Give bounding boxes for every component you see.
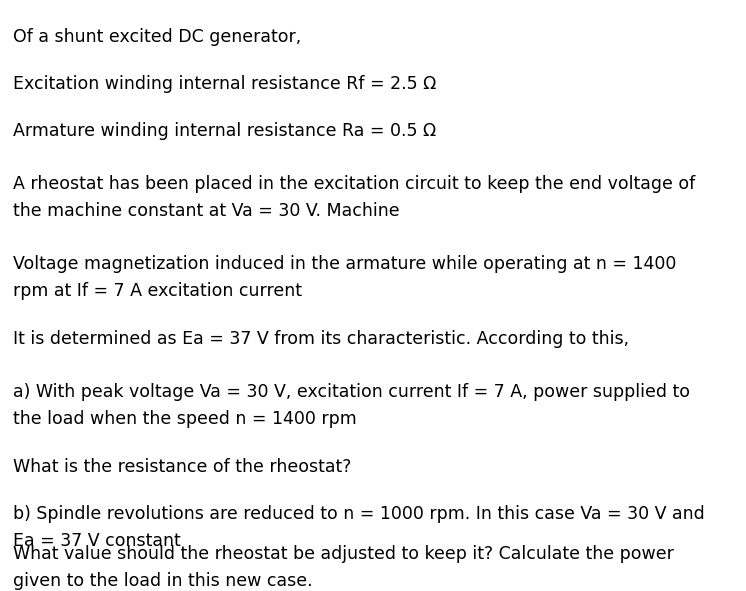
Text: the load when the speed n = 1400 rpm: the load when the speed n = 1400 rpm [13, 410, 357, 428]
Text: A rheostat has been placed in the excitation circuit to keep the end voltage of: A rheostat has been placed in the excita… [13, 175, 696, 193]
Text: Ea = 37 V constant: Ea = 37 V constant [13, 532, 181, 550]
Text: What is the resistance of the rheostat?: What is the resistance of the rheostat? [13, 458, 352, 476]
Text: Of a shunt excited DC generator,: Of a shunt excited DC generator, [13, 28, 301, 46]
Text: b) Spindle revolutions are reduced to n = 1000 rpm. In this case Va = 30 V and: b) Spindle revolutions are reduced to n … [13, 505, 705, 523]
Text: Voltage magnetization induced in the armature while operating at n = 1400: Voltage magnetization induced in the arm… [13, 255, 677, 273]
Text: given to the load in this new case.: given to the load in this new case. [13, 572, 313, 590]
Text: rpm at If = 7 A excitation current: rpm at If = 7 A excitation current [13, 282, 302, 300]
Text: Excitation winding internal resistance Rf = 2.5 Ω: Excitation winding internal resistance R… [13, 75, 437, 93]
Text: What value should the rheostat be adjusted to keep it? Calculate the power: What value should the rheostat be adjust… [13, 545, 674, 563]
Text: the machine constant at Va = 30 V. Machine: the machine constant at Va = 30 V. Machi… [13, 202, 400, 220]
Text: Armature winding internal resistance Ra = 0.5 Ω: Armature winding internal resistance Ra … [13, 122, 436, 140]
Text: It is determined as Ea = 37 V from its characteristic. According to this,: It is determined as Ea = 37 V from its c… [13, 330, 630, 348]
Text: a) With peak voltage Va = 30 V, excitation current If = 7 A, power supplied to: a) With peak voltage Va = 30 V, excitati… [13, 383, 691, 401]
